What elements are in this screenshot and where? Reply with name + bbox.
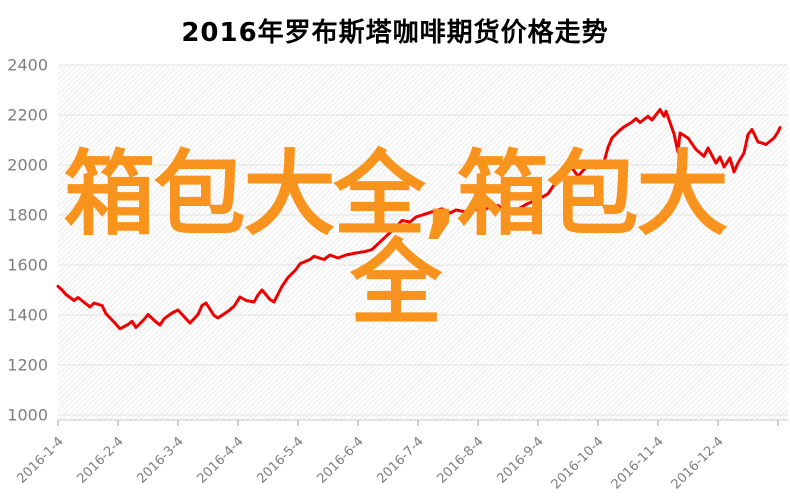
chart-title: 2016年罗布斯塔咖啡期货价格走势 bbox=[181, 18, 609, 48]
y-axis-label: 1400 bbox=[7, 306, 48, 325]
x-axis-label: 2016-3-4 bbox=[134, 434, 186, 486]
plot-area-hatch bbox=[58, 65, 788, 420]
y-axis-label: 1200 bbox=[7, 356, 48, 375]
y-axis-label: 1000 bbox=[7, 406, 48, 425]
y-axis-label: 2000 bbox=[7, 156, 48, 175]
x-axis-label: 2016-5-4 bbox=[254, 434, 306, 486]
x-axis-label: 2016-8-4 bbox=[434, 434, 486, 486]
y-axis-label: 1800 bbox=[7, 206, 48, 225]
x-axis-label: 2016-4-4 bbox=[194, 434, 246, 486]
x-axis-label: 2016-11-4 bbox=[609, 434, 667, 492]
y-axis-label: 2400 bbox=[7, 56, 48, 75]
y-axis-label: 2200 bbox=[7, 106, 48, 125]
y-axis-label: 1600 bbox=[7, 256, 48, 275]
x-axis-label: 2016-6-4 bbox=[314, 434, 366, 486]
x-axis-label: 2016-10-4 bbox=[549, 434, 607, 492]
x-axis-label: 2016-9-4 bbox=[494, 434, 546, 486]
x-axis-label: 2016-1-4 bbox=[14, 434, 66, 486]
price-series-line bbox=[56, 108, 782, 331]
x-axis-label: 2016-2-4 bbox=[74, 434, 126, 486]
x-axis-label: 2016-12-4 bbox=[669, 434, 727, 492]
x-axis-label: 2016-7-4 bbox=[374, 434, 426, 486]
